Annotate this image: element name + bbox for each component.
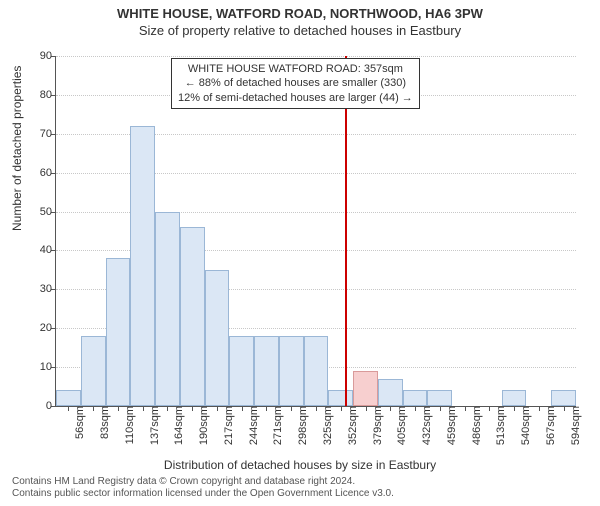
- x-axis-label: Distribution of detached houses by size …: [0, 458, 600, 472]
- ytick-label: 30: [40, 283, 56, 295]
- xtick-mark: [291, 406, 292, 411]
- xtick-label: 190sqm: [196, 406, 210, 445]
- xtick-mark: [341, 406, 342, 411]
- xtick-mark: [390, 406, 391, 411]
- annotation-line3: 12% of semi-detached houses are larger (…: [178, 91, 413, 105]
- xtick-label: 56sqm: [72, 406, 86, 439]
- xtick-mark: [415, 406, 416, 411]
- ytick-label: 80: [40, 89, 56, 101]
- histogram-bar: [81, 336, 106, 406]
- xtick-mark: [465, 406, 466, 411]
- xtick-label: 325sqm: [320, 406, 334, 445]
- xtick-label: 567sqm: [543, 406, 557, 445]
- xtick-mark: [539, 406, 540, 411]
- histogram-bar: [378, 379, 403, 406]
- xtick-mark: [266, 406, 267, 411]
- ytick-label: 20: [40, 322, 56, 334]
- xtick-label: 405sqm: [394, 406, 408, 445]
- xtick-label: 486sqm: [469, 406, 483, 445]
- xtick-label: 379sqm: [370, 406, 384, 445]
- xtick-label: 164sqm: [171, 406, 185, 445]
- histogram-bar: [56, 390, 81, 406]
- xtick-mark: [167, 406, 168, 411]
- ytick-label: 70: [40, 128, 56, 140]
- xtick-label: 244sqm: [246, 406, 260, 445]
- histogram-bar: [427, 390, 452, 406]
- xtick-label: 217sqm: [221, 406, 235, 445]
- xtick-label: 83sqm: [97, 406, 111, 439]
- page-title-line2: Size of property relative to detached ho…: [0, 23, 600, 38]
- footnote-line1: Contains HM Land Registry data © Crown c…: [12, 476, 394, 488]
- plot-area: 010203040506070809056sqm83sqm110sqm137sq…: [55, 56, 576, 407]
- ytick-label: 40: [40, 244, 56, 256]
- page-title-line1: WHITE HOUSE, WATFORD ROAD, NORTHWOOD, HA…: [0, 6, 600, 21]
- histogram-bar: [403, 390, 428, 406]
- xtick-label: 513sqm: [493, 406, 507, 445]
- ytick-label: 50: [40, 206, 56, 218]
- ytick-label: 90: [40, 50, 56, 62]
- xtick-mark: [242, 406, 243, 411]
- xtick-mark: [564, 406, 565, 411]
- xtick-mark: [440, 406, 441, 411]
- y-axis-label: Number of detached properties: [10, 66, 24, 231]
- xtick-mark: [514, 406, 515, 411]
- histogram-bar: [279, 336, 304, 406]
- footnote-line2: Contains public sector information licen…: [12, 488, 394, 500]
- xtick-label: 110sqm: [122, 406, 136, 444]
- histogram-bar: [551, 390, 576, 406]
- histogram-bar: [353, 371, 378, 406]
- xtick-label: 137sqm: [147, 406, 161, 445]
- xtick-mark: [489, 406, 490, 411]
- histogram-bar: [502, 390, 527, 406]
- xtick-mark: [217, 406, 218, 411]
- xtick-mark: [316, 406, 317, 411]
- ytick-label: 0: [46, 400, 56, 412]
- ytick-label: 60: [40, 167, 56, 179]
- histogram-chart: 010203040506070809056sqm83sqm110sqm137sq…: [55, 56, 575, 406]
- xtick-label: 352sqm: [345, 406, 359, 445]
- annotation-line1: WHITE HOUSE WATFORD ROAD: 357sqm: [178, 62, 413, 76]
- annotation-box: WHITE HOUSE WATFORD ROAD: 357sqm← 88% of…: [171, 58, 420, 109]
- xtick-label: 594sqm: [568, 406, 582, 445]
- histogram-bar: [180, 227, 205, 406]
- xtick-mark: [93, 406, 94, 411]
- xtick-label: 459sqm: [444, 406, 458, 445]
- annotation-line2: ← 88% of detached houses are smaller (33…: [178, 76, 413, 90]
- ytick-label: 10: [40, 361, 56, 373]
- xtick-mark: [118, 406, 119, 411]
- footnote: Contains HM Land Registry data © Crown c…: [12, 476, 394, 500]
- xtick-mark: [143, 406, 144, 411]
- xtick-mark: [192, 406, 193, 411]
- histogram-bar: [328, 390, 353, 406]
- histogram-bar: [130, 126, 155, 406]
- xtick-label: 298sqm: [295, 406, 309, 445]
- xtick-label: 432sqm: [419, 406, 433, 445]
- histogram-bar: [229, 336, 254, 406]
- histogram-bar: [106, 258, 131, 406]
- xtick-mark: [68, 406, 69, 411]
- histogram-bar: [205, 270, 230, 406]
- xtick-label: 271sqm: [270, 406, 284, 445]
- histogram-bar: [254, 336, 279, 406]
- xtick-label: 540sqm: [518, 406, 532, 445]
- histogram-bar: [155, 212, 180, 406]
- xtick-mark: [366, 406, 367, 411]
- gridline: [56, 56, 576, 57]
- histogram-bar: [304, 336, 329, 406]
